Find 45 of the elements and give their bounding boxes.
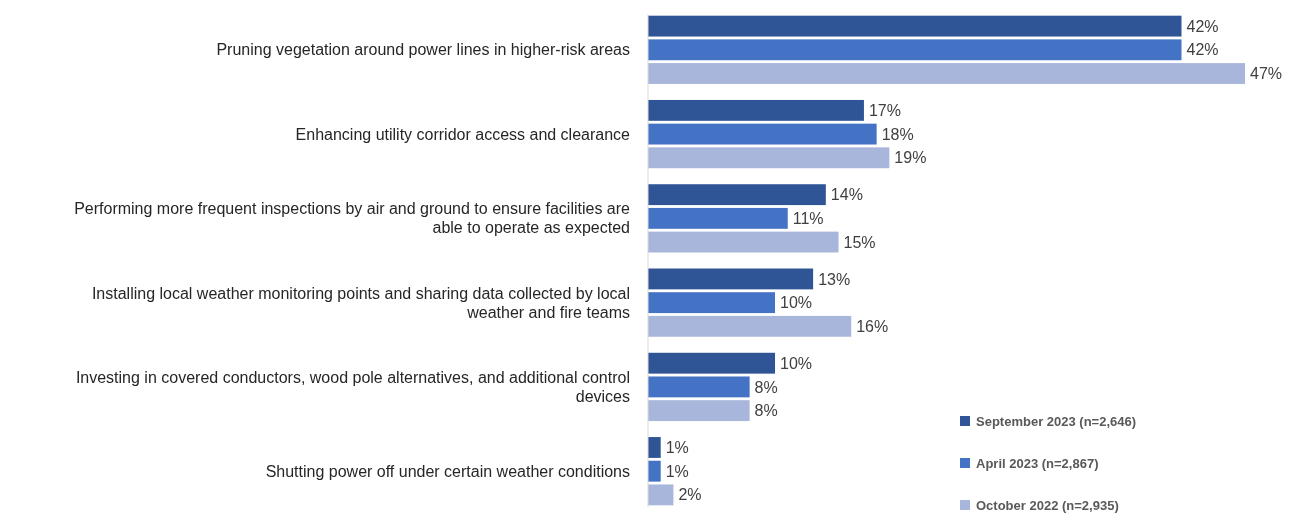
- data-label: 42%: [1186, 17, 1219, 35]
- y-tick-label: Installing local weather monitoring points and sharing data collected by local weather and fire teams: [91, 284, 630, 321]
- bar: [648, 352, 776, 374]
- data-label: 42%: [1186, 41, 1219, 59]
- legend-label: September 2023 (n=2,646): [976, 413, 1137, 429]
- bar: [648, 123, 877, 145]
- bar: [648, 292, 776, 314]
- bar: [648, 207, 788, 229]
- data-label: 10%: [780, 294, 813, 312]
- data-label: 16%: [856, 317, 889, 335]
- data-label: 17%: [868, 101, 901, 119]
- data-label: 8%: [754, 402, 778, 420]
- bar: [648, 437, 661, 458]
- y-tick-label: Shutting power off under certain weather conditions: [265, 462, 630, 480]
- y-tick-label: Investing in covered conductors, wood pole alternatives, and additional control devices: [75, 369, 630, 406]
- bar: [648, 39, 1182, 61]
- data-label: 1%: [665, 439, 689, 457]
- data-label: 13%: [818, 270, 851, 288]
- bar: [648, 184, 826, 206]
- data-label: 8%: [754, 378, 778, 396]
- bar: [648, 63, 1245, 84]
- bar: [648, 99, 864, 121]
- data-label: 15%: [843, 233, 876, 251]
- data-label: 14%: [830, 186, 863, 204]
- bar: [648, 376, 750, 398]
- y-tick-label: Enhancing utility corridor access and clearance: [295, 125, 631, 143]
- data-label: 19%: [894, 149, 927, 167]
- bar: [648, 460, 661, 482]
- data-label: 2%: [678, 486, 702, 504]
- bar: [648, 484, 674, 506]
- data-label: 47%: [1250, 65, 1283, 83]
- data-label: 10%: [780, 354, 813, 372]
- legend-label: April 2023 (n=2,867): [976, 455, 1099, 471]
- bar: [648, 268, 814, 290]
- data-label: 1%: [665, 462, 689, 480]
- data-label: 18%: [881, 125, 914, 143]
- bar: [648, 147, 890, 169]
- y-tick-label: Performing more frequent inspections by air and ground to ensure facilities are able to operate as expected: [74, 200, 631, 237]
- bar: [648, 231, 839, 253]
- data-label: 11%: [792, 209, 824, 227]
- bar: [648, 15, 1182, 37]
- bar: [648, 315, 852, 337]
- y-tick-label: Pruning vegetation around power lines in higher-risk areas: [216, 41, 630, 59]
- bar: [648, 400, 750, 422]
- legend-label: October 2022 (n=2,935): [976, 497, 1119, 513]
